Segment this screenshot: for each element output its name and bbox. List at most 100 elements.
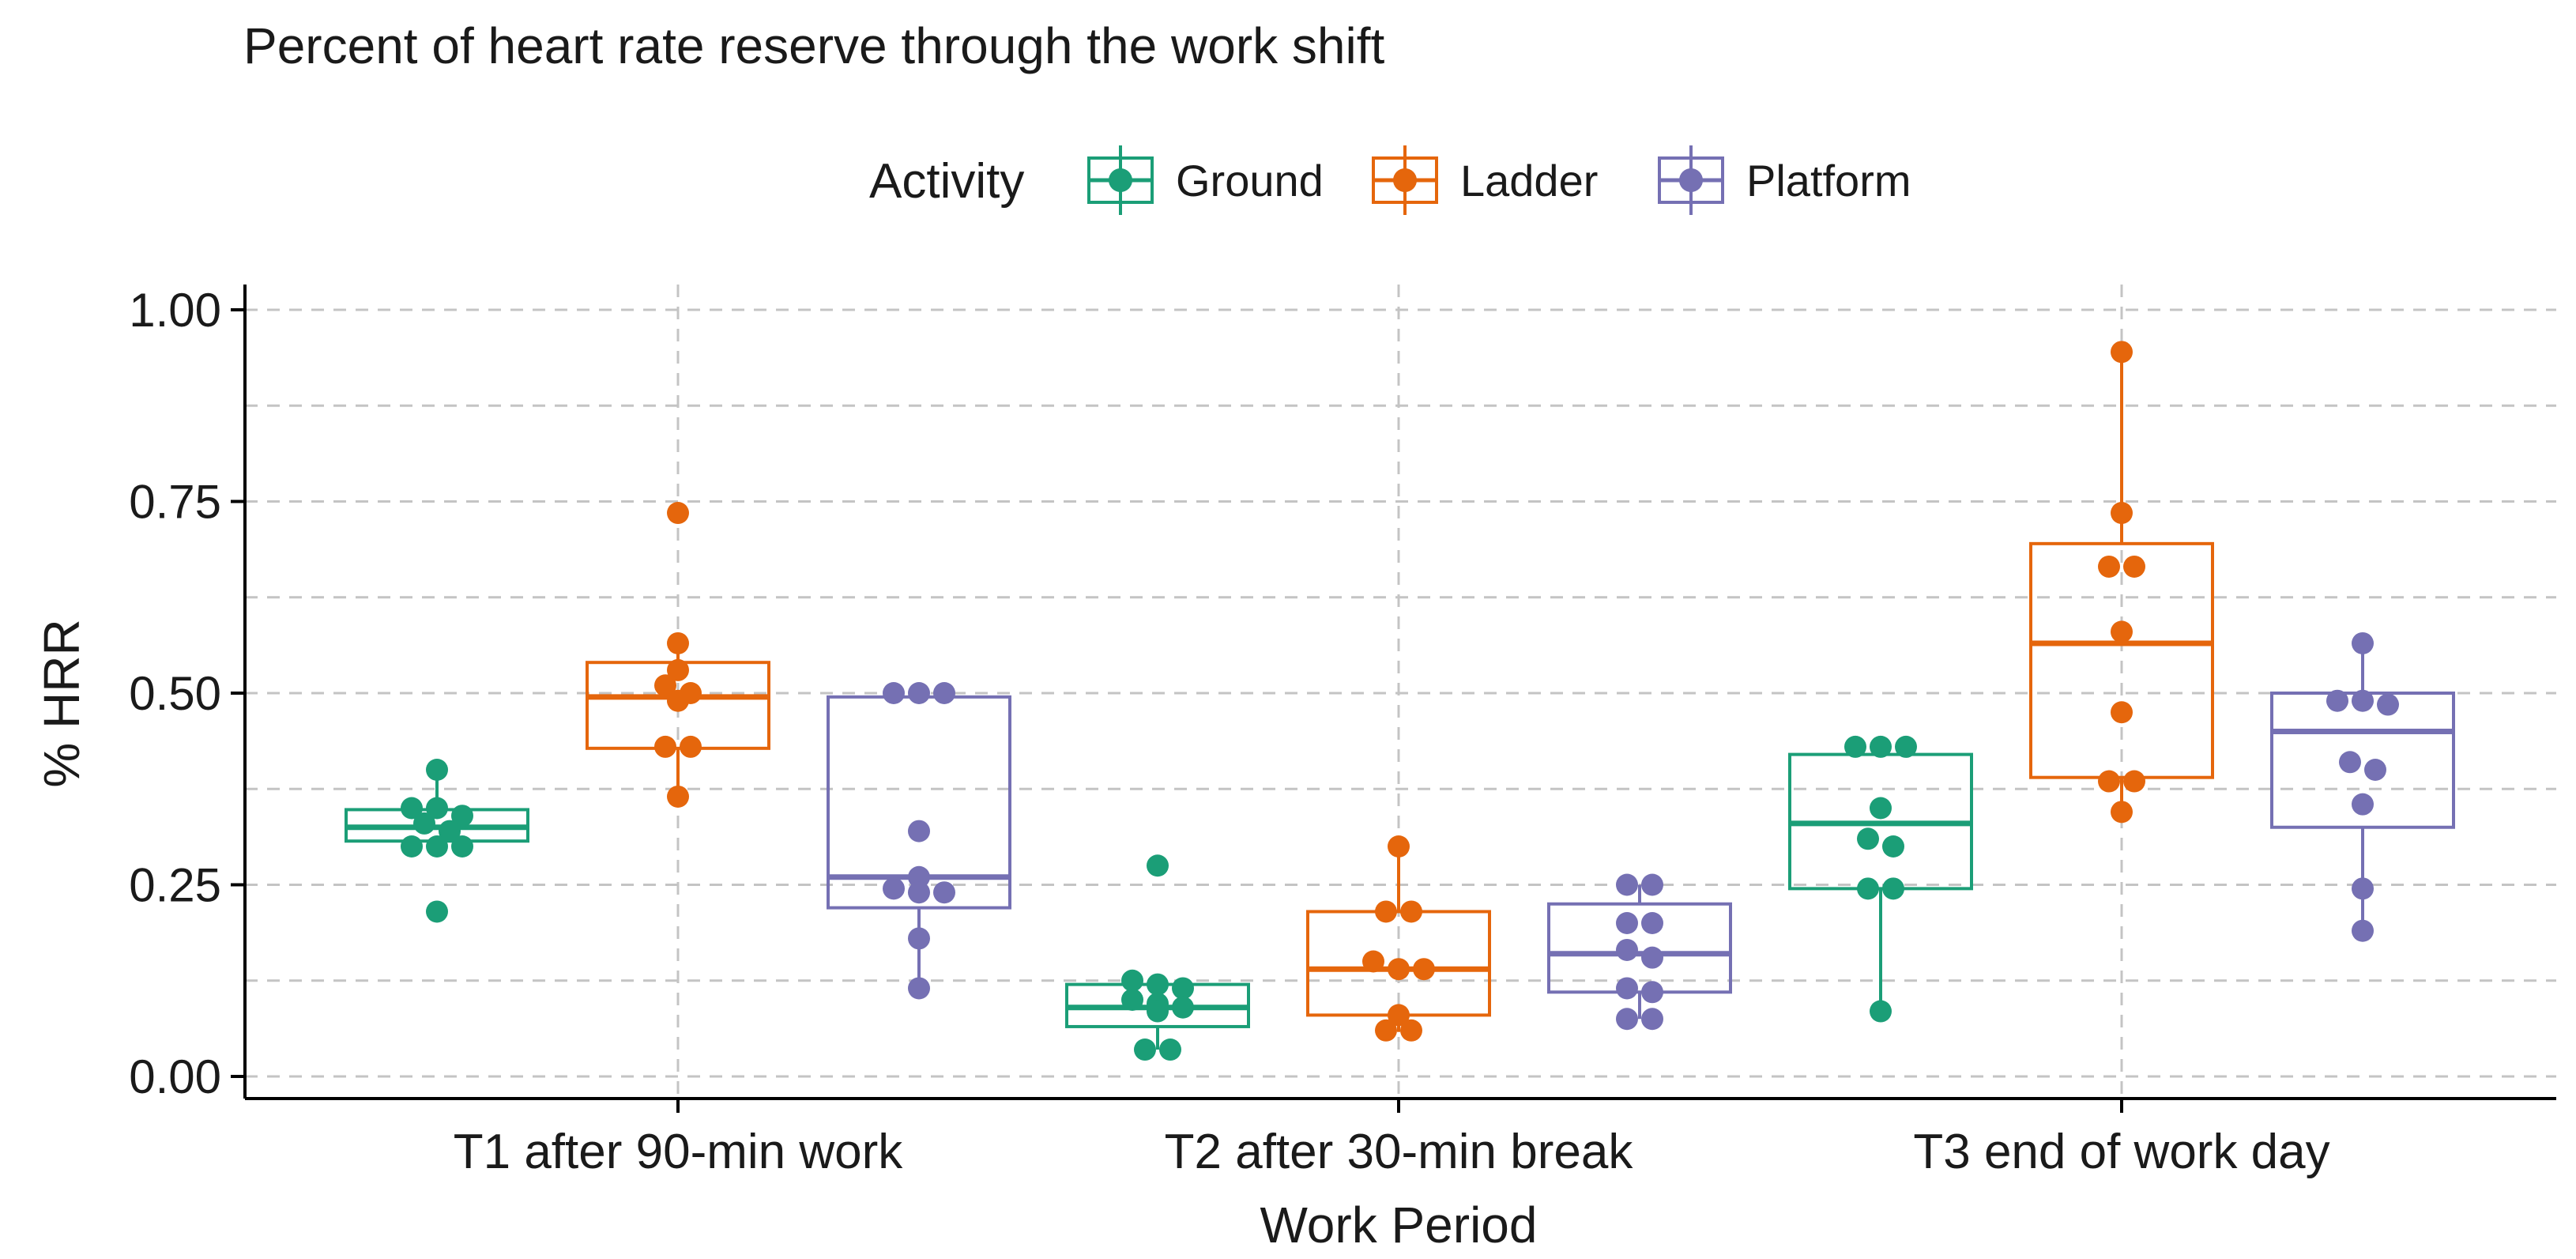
data-point: [1870, 735, 1892, 758]
data-point: [2111, 502, 2133, 525]
data-point: [667, 502, 689, 525]
data-point: [1172, 996, 1194, 1019]
data-point: [2352, 793, 2374, 816]
data-point: [1147, 973, 1169, 996]
data-point: [667, 631, 689, 654]
data-point: [1616, 912, 1638, 934]
axes: 0.00 0.25 0.50 0.75 1.00 T1 after 90-min work…: [129, 284, 2556, 1179]
data-point: [2352, 919, 2374, 942]
data-point: [2111, 701, 2133, 724]
data-point: [2098, 770, 2120, 793]
data-point: [1388, 1004, 1410, 1027]
x-axis-label: Work Period: [1260, 1197, 1538, 1253]
data-point: [1388, 835, 1410, 858]
data-point: [1641, 946, 1663, 969]
box-group-ground: [1788, 735, 1973, 1023]
boxes: [345, 341, 2455, 1061]
data-point: [1857, 877, 1879, 900]
data-point: [1147, 854, 1169, 877]
data-point: [1641, 873, 1663, 896]
data-point: [908, 881, 930, 904]
data-point: [654, 735, 676, 758]
data-point: [451, 805, 473, 827]
data-point: [426, 900, 448, 923]
data-point: [401, 797, 423, 820]
data-point: [654, 674, 676, 697]
data-point: [1388, 958, 1410, 981]
x-tick-label: T1 after 90-min work: [454, 1125, 904, 1179]
data-point: [1882, 877, 1904, 900]
legend-label-platform: Platform: [1746, 156, 1911, 205]
y-tick-label: 0.50: [129, 667, 221, 720]
data-point: [2111, 620, 2133, 643]
data-point: [401, 835, 423, 858]
data-point: [2123, 555, 2145, 578]
data-point: [1147, 1000, 1169, 1023]
gridlines: [245, 285, 2556, 1099]
data-point: [426, 797, 448, 820]
data-point: [2364, 759, 2386, 781]
box-group-ground: [1065, 854, 1250, 1061]
data-point: [1362, 950, 1384, 973]
box-group-ladder: [1306, 835, 1491, 1042]
legend-key-dot: [1679, 168, 1703, 192]
data-point: [667, 785, 689, 808]
legend-key-dot: [1109, 168, 1132, 192]
data-point: [439, 820, 461, 842]
legend-label-ladder: Ladder: [1460, 156, 1598, 205]
box-body: [2029, 541, 2214, 779]
data-point: [667, 658, 689, 681]
legend-key-ladder: [1372, 145, 1438, 215]
data-point: [883, 877, 905, 900]
data-point: [1172, 977, 1194, 1000]
y-axis-label: % HRR: [33, 619, 90, 787]
data-point: [2111, 801, 2133, 824]
box-group-platform: [2270, 631, 2455, 942]
box-group-platform: [827, 682, 1011, 1000]
data-point: [680, 735, 702, 758]
data-point: [1870, 1000, 1892, 1023]
chart-title: Percent of heart rate reserve through th…: [243, 17, 1385, 74]
data-point: [1857, 827, 1879, 850]
data-point: [1375, 900, 1397, 923]
data-point: [1413, 958, 1435, 981]
box-group-ladder: [586, 502, 770, 808]
legend-title: Activity: [869, 154, 1024, 209]
data-point: [1400, 1019, 1422, 1042]
box-group-ladder: [2029, 341, 2214, 824]
data-point: [2352, 689, 2374, 712]
data-point: [451, 835, 473, 858]
data-point: [1616, 938, 1638, 961]
data-point: [426, 835, 448, 858]
data-point: [2339, 751, 2361, 774]
box-group-ground: [345, 759, 529, 923]
y-tick-label: 1.00: [129, 284, 221, 337]
data-point: [1121, 989, 1143, 1011]
y-tick-label: 0.00: [129, 1050, 221, 1103]
data-point: [1375, 1019, 1397, 1042]
x-tick-label: T3 end of work day: [1913, 1125, 2329, 1179]
y-tick-label: 0.25: [129, 859, 221, 912]
data-point: [2123, 770, 2145, 793]
data-point: [908, 820, 930, 842]
data-point: [883, 682, 905, 704]
data-point: [2352, 877, 2374, 900]
legend-key-dot: [1393, 168, 1417, 192]
data-point: [933, 881, 955, 904]
box-group-platform: [1547, 873, 1732, 1031]
data-point: [1616, 1008, 1638, 1031]
data-point: [1159, 1038, 1181, 1061]
data-point: [908, 977, 930, 1000]
x-tick-label: T2 after 30-min break: [1165, 1125, 1634, 1179]
data-point: [908, 682, 930, 704]
data-point: [1121, 969, 1143, 992]
data-point: [2111, 341, 2133, 364]
data-point: [908, 927, 930, 950]
data-point: [1641, 981, 1663, 1004]
data-point: [1882, 835, 1904, 858]
legend-key-platform: [1658, 145, 1724, 215]
data-point: [2377, 693, 2399, 716]
data-point: [933, 682, 955, 704]
data-point: [1616, 977, 1638, 1000]
